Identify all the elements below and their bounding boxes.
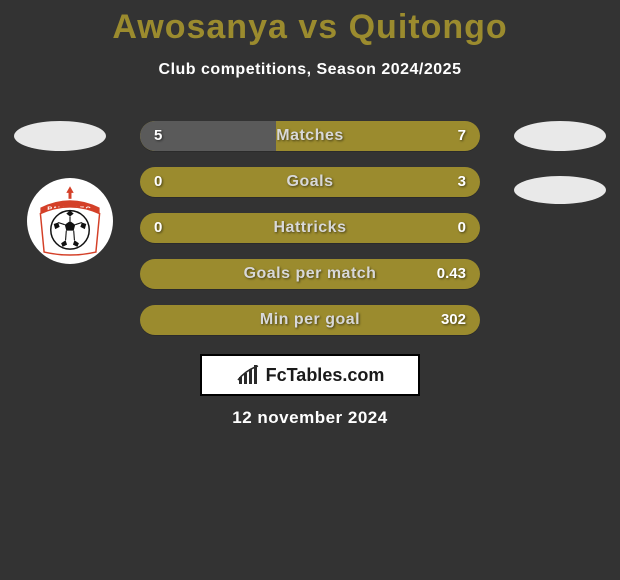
comparison-card: Awosanya vs Quitongo Club competitions, … — [0, 0, 620, 580]
stat-label: Matches — [140, 121, 480, 151]
club-right-avatar — [514, 176, 606, 204]
brand-text: FcTables.com — [266, 365, 385, 386]
player-right-avatar — [514, 121, 606, 151]
stat-label: Goals per match — [140, 259, 480, 289]
page-title: Awosanya vs Quitongo — [0, 0, 620, 47]
stat-row: 0.43Goals per match — [140, 259, 480, 289]
stats-rows: 57Matches 03Goals 00Hattricks 0.43Goals per… — [140, 121, 480, 351]
stat-row: 00Hattricks — [140, 213, 480, 243]
date-text: 12 november 2024 — [0, 408, 620, 428]
stat-row: 03Goals — [140, 167, 480, 197]
club-left-badge: BALZAN F.C. — [27, 178, 113, 264]
bar-chart-icon — [236, 363, 260, 387]
subtitle: Club competitions, Season 2024/2025 — [0, 61, 620, 79]
stat-row: 302Min per goal — [140, 305, 480, 335]
stat-label: Hattricks — [140, 213, 480, 243]
stat-row: 57Matches — [140, 121, 480, 151]
player-left-avatar — [14, 121, 106, 151]
stat-label: Goals — [140, 167, 480, 197]
brand-box: FcTables.com — [200, 354, 420, 396]
balzan-fc-icon: BALZAN F.C. — [33, 184, 107, 258]
stat-label: Min per goal — [140, 305, 480, 335]
